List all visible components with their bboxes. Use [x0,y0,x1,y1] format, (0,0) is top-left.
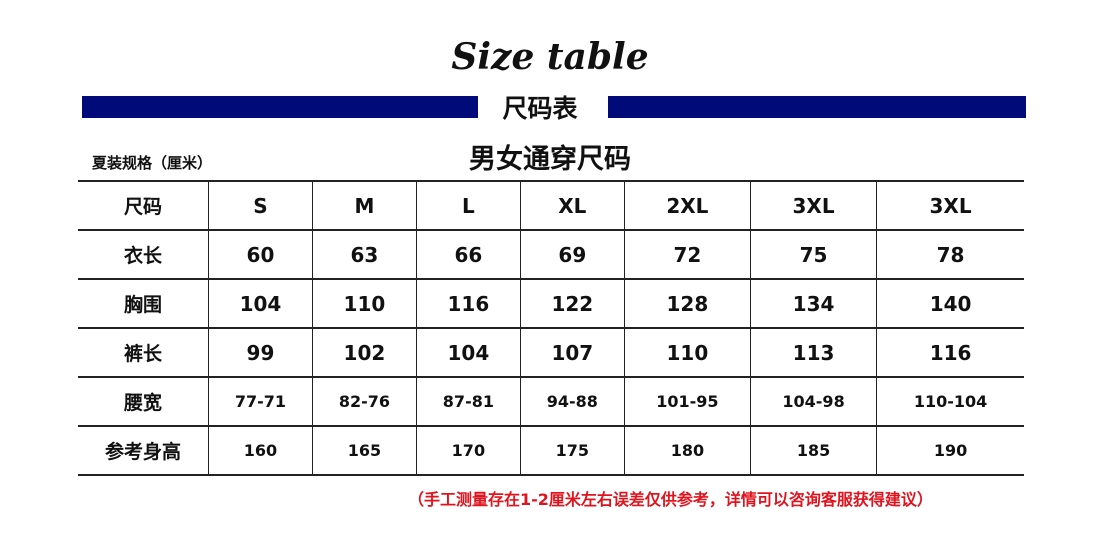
table-cell: 99 [208,327,313,378]
table-cell: 75 [749,229,877,280]
table-cell: 180 [623,425,751,476]
row-label: 胸围 [78,278,209,329]
table-cell: 116 [876,327,1024,378]
table-cell: 107 [519,327,625,378]
table-cell: 110-104 [876,376,1024,427]
table-cell: 82-76 [311,376,417,427]
row-label: 裤长 [78,327,209,378]
table-cell: 101-95 [623,376,751,427]
table-cell: 190 [876,425,1024,476]
table-cell: 72 [623,229,751,280]
measurement-note: （手工测量存在1-2厘米左右误差仅供参考，详情可以咨询客服获得建议） [408,490,933,509]
table-cell: 77-71 [208,376,313,427]
table-cell: 175 [519,425,625,476]
table-cell: 110 [623,327,751,378]
row-label: 参考身高 [78,425,209,476]
decorative-bar-right [608,96,1026,118]
column-header: M [311,180,417,231]
title-chinese: 尺码表 [502,94,578,123]
table-cell: 94-88 [519,376,625,427]
table-cell: 122 [519,278,625,329]
row-label: 衣长 [78,229,209,280]
table-cell: 104 [415,327,521,378]
row-header-label: 尺码 [78,180,209,231]
table-cell: 69 [519,229,625,280]
column-header: 2XL [623,180,751,231]
size-table: 尺码 S M L XL 2XL 3XL 3XL 衣长 60 63 66 69 72 75 78 胸围 104 110… [78,180,1024,476]
table-cell: 185 [749,425,877,476]
table-cell: 102 [311,327,417,378]
table-cell: 104 [208,278,313,329]
subtitle: 男女通穿尺码 [469,144,631,175]
table-cell: 110 [311,278,417,329]
table-row: 参考身高 160 165 170 175 180 185 190 [78,425,1024,476]
decorative-bar-left [82,96,478,118]
header-row: 尺码 S M L XL 2XL 3XL 3XL [78,180,1024,231]
table-cell: 78 [876,229,1024,280]
table-cell: 60 [208,229,313,280]
table-cell: 66 [415,229,521,280]
table-row: 胸围 104 110 116 122 128 134 140 [78,278,1024,329]
table-cell: 160 [208,425,313,476]
table-cell: 140 [876,278,1024,329]
table-cell: 104-98 [749,376,877,427]
column-header: XL [519,180,625,231]
table-row: 衣长 60 63 66 69 72 75 78 [78,229,1024,280]
column-header: S [208,180,313,231]
column-header: 3XL [749,180,877,231]
column-header: 3XL [876,180,1024,231]
table-cell: 170 [415,425,521,476]
column-header: L [415,180,521,231]
table-cell: 63 [311,229,417,280]
table-cell: 128 [623,278,751,329]
table-cell: 134 [749,278,877,329]
table-cell: 165 [311,425,417,476]
row-label: 腰宽 [78,376,209,427]
table-cell: 116 [415,278,521,329]
table-cell: 113 [749,327,877,378]
table-row: 裤长 99 102 104 107 110 113 116 [78,327,1024,378]
spec-label: 夏装规格（厘米） [92,154,213,172]
table-cell: 87-81 [415,376,521,427]
table-row: 腰宽 77-71 82-76 87-81 94-88 101-95 104-98 110-10… [78,376,1024,427]
title-english: Size table [451,36,649,78]
